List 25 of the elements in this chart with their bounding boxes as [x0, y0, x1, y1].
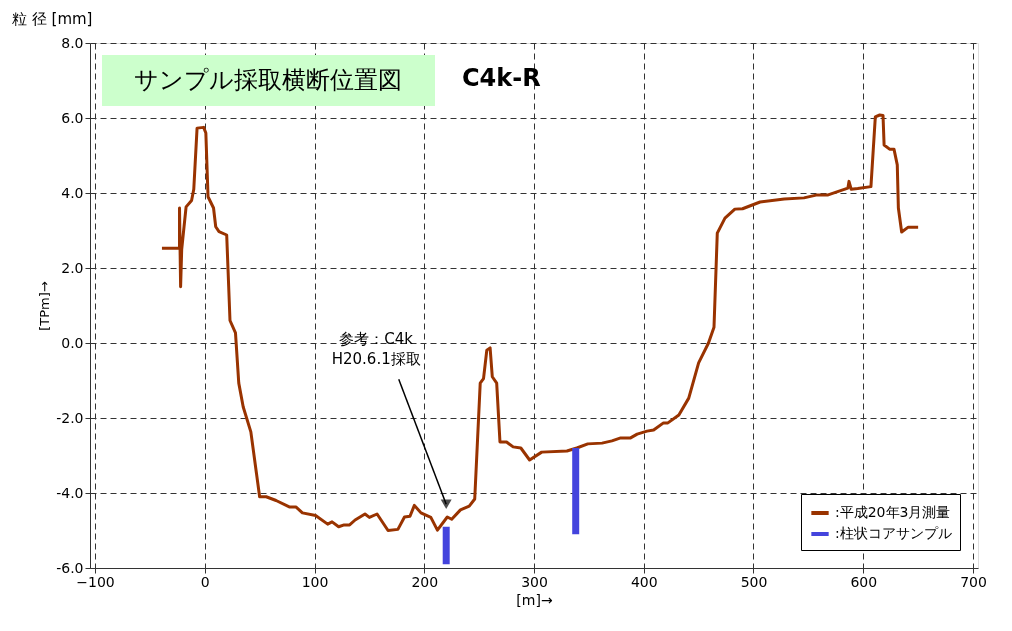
y-tick-label: -2.0 — [56, 409, 84, 426]
legend-label: :柱状コアサンプル — [835, 525, 952, 541]
legend-label: :平成20年3月測量 — [835, 504, 951, 520]
y-tick-label: 2.0 — [61, 259, 84, 276]
text: サンプル採取横断位置図 — [134, 66, 402, 94]
x-tick-label: 500 — [740, 573, 768, 590]
x-tick-label: 400 — [630, 573, 658, 590]
y-tick-label: 0.0 — [61, 334, 84, 351]
x-tick-label: 300 — [521, 573, 548, 590]
y-tick-label: -4.0 — [56, 484, 84, 501]
x-tick-label: 200 — [411, 573, 439, 590]
text: C4k-R — [462, 64, 541, 92]
y-tick-label: 8.0 — [61, 34, 84, 51]
x-tick-label: 600 — [850, 573, 878, 590]
x-tick-label: 0 — [200, 573, 210, 590]
x-tick-label: −100 — [76, 573, 115, 590]
x-tick-label: 700 — [960, 573, 987, 590]
x-tick-label: 100 — [301, 573, 329, 590]
y-tick-label: 4.0 — [61, 184, 84, 201]
y-tick-label: -6.0 — [56, 559, 84, 576]
y-tick-label: 6.0 — [61, 109, 84, 126]
annotation: 参考：C4k H20.6.1採取 — [331, 330, 421, 369]
x-axis-title: [m]→ — [516, 591, 553, 608]
text: 粒 径 [mm] — [12, 10, 93, 28]
y-axis-title: [TPm]→ — [37, 281, 53, 331]
